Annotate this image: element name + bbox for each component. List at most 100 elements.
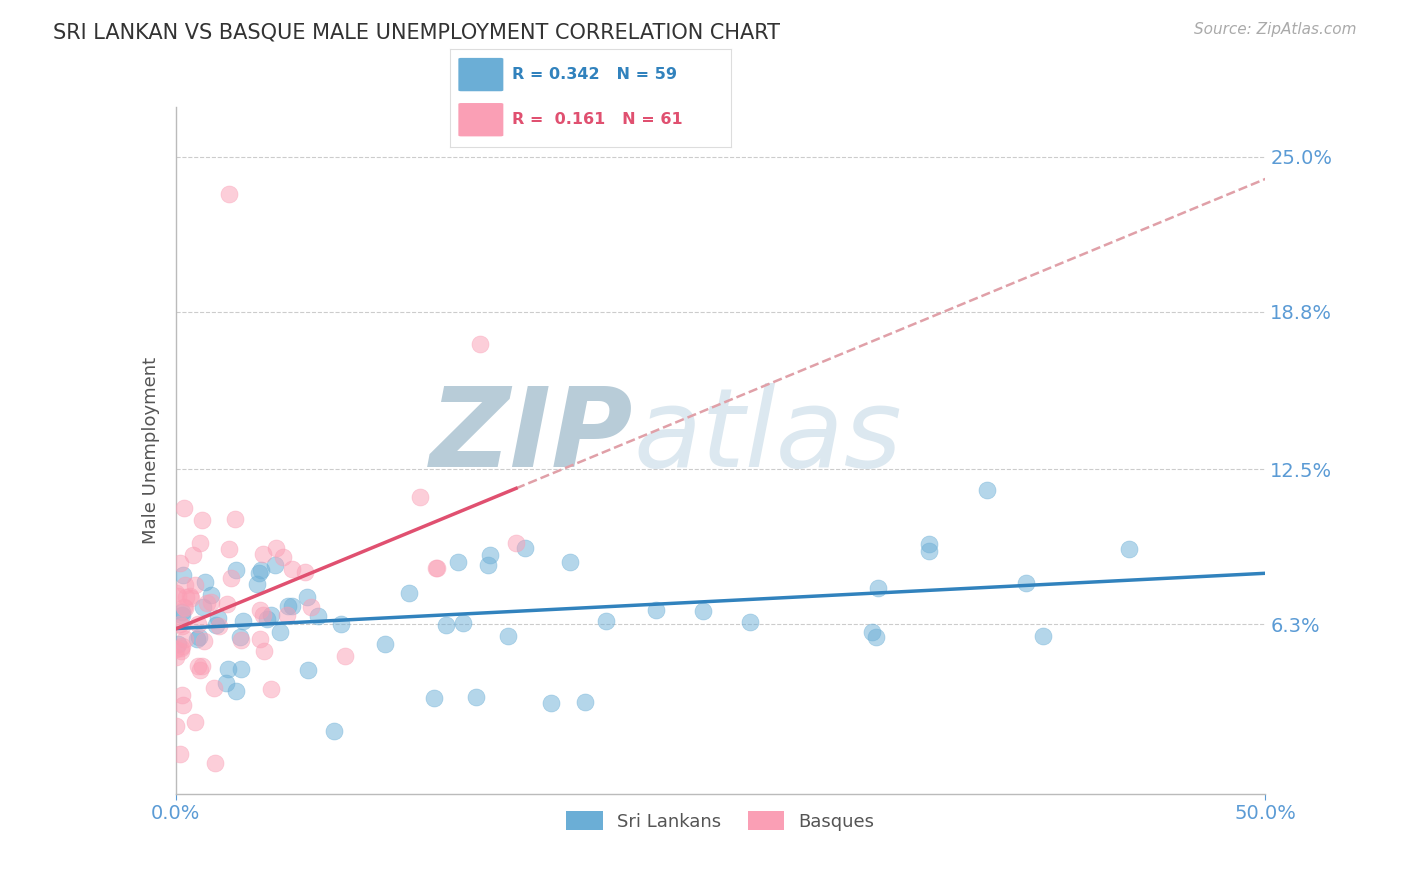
Point <box>398 586 420 600</box>
Point <box>174 601 197 615</box>
Point <box>165 586 187 600</box>
Point <box>207 611 229 625</box>
Text: Source: ZipAtlas.com: Source: ZipAtlas.com <box>1194 22 1357 37</box>
Text: ZIP: ZIP <box>430 384 633 491</box>
Point <box>172 698 194 713</box>
Point <box>505 536 527 550</box>
Point <box>170 644 193 658</box>
Point <box>540 696 562 710</box>
Point <box>208 618 231 632</box>
Point <box>191 659 214 673</box>
Point <box>172 639 194 653</box>
Point <box>280 562 302 576</box>
Point <box>225 564 247 578</box>
Point <box>260 607 283 622</box>
Point <box>409 490 432 504</box>
Point <box>918 537 941 551</box>
Point <box>165 719 187 733</box>
Point <box>295 590 318 604</box>
Legend: Sri Lankans, Basques: Sri Lankans, Basques <box>557 803 884 839</box>
Point <box>1015 576 1038 591</box>
Y-axis label: Male Unemployment: Male Unemployment <box>142 357 160 544</box>
Point <box>191 599 214 614</box>
Point <box>190 536 212 550</box>
Point <box>276 608 298 623</box>
Point <box>1118 541 1140 556</box>
Point <box>252 547 274 561</box>
Point <box>184 714 207 729</box>
Point <box>229 662 252 676</box>
Point <box>271 550 294 565</box>
Point <box>187 617 209 632</box>
Point <box>195 596 218 610</box>
Point <box>479 549 502 563</box>
Point <box>188 630 211 644</box>
Point <box>173 632 195 646</box>
Point <box>253 644 276 658</box>
Point <box>865 631 887 645</box>
FancyBboxPatch shape <box>458 103 503 136</box>
FancyBboxPatch shape <box>458 58 503 91</box>
Point <box>294 565 316 579</box>
Point <box>645 603 668 617</box>
Point <box>193 634 215 648</box>
Point <box>333 649 356 664</box>
Point <box>217 662 239 676</box>
Text: R =  0.161   N = 61: R = 0.161 N = 61 <box>512 112 682 128</box>
Point <box>172 568 194 582</box>
Point <box>249 603 271 617</box>
Point <box>169 556 191 570</box>
Point <box>451 616 474 631</box>
Point <box>174 578 197 592</box>
Text: SRI LANKAN VS BASQUE MALE UNEMPLOYMENT CORRELATION CHART: SRI LANKAN VS BASQUE MALE UNEMPLOYMENT C… <box>53 22 780 42</box>
Point <box>860 624 883 639</box>
Point <box>219 571 242 585</box>
Point <box>165 650 187 665</box>
Text: R = 0.342   N = 59: R = 0.342 N = 59 <box>512 67 676 82</box>
Point <box>183 578 205 592</box>
Point <box>180 591 202 605</box>
Point <box>194 574 217 589</box>
Point <box>249 632 271 646</box>
Point <box>277 599 299 614</box>
Point <box>447 555 470 569</box>
Point <box>692 604 714 618</box>
Point <box>181 548 204 562</box>
Point <box>423 690 446 705</box>
Point <box>426 561 449 575</box>
Point <box>179 589 201 603</box>
Point <box>165 642 187 657</box>
Point <box>170 608 193 623</box>
Point <box>215 597 238 611</box>
Point <box>374 637 396 651</box>
Point <box>425 561 447 575</box>
Point <box>558 555 581 569</box>
Point <box>228 630 250 644</box>
Point <box>574 695 596 709</box>
Point <box>498 629 520 643</box>
Point <box>281 599 304 614</box>
Point <box>224 512 246 526</box>
Point <box>263 558 285 572</box>
Point <box>200 589 222 603</box>
Point <box>434 618 457 632</box>
Point <box>246 577 269 591</box>
Point <box>266 541 288 555</box>
Point <box>170 641 193 656</box>
Point <box>918 544 941 558</box>
Point <box>169 616 191 631</box>
Point <box>218 541 240 556</box>
Point <box>170 688 193 702</box>
Point <box>250 563 273 577</box>
Point <box>976 483 998 497</box>
Point <box>187 658 209 673</box>
Point <box>330 617 353 632</box>
Point <box>247 566 270 581</box>
Point <box>868 581 890 595</box>
Point <box>301 600 323 615</box>
Point <box>477 558 499 572</box>
Point <box>595 614 617 628</box>
Point <box>465 690 488 704</box>
Point <box>269 625 291 640</box>
Point <box>204 756 226 771</box>
